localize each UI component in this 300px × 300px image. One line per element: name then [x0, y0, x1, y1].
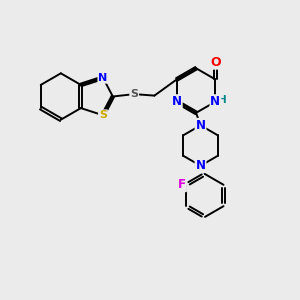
Text: O: O [210, 56, 221, 69]
Text: N: N [196, 159, 206, 172]
Text: N: N [196, 119, 206, 132]
Text: N: N [210, 95, 220, 108]
Text: F: F [178, 178, 186, 191]
Text: H: H [218, 95, 226, 105]
Text: N: N [172, 95, 182, 108]
Text: S: S [130, 89, 138, 99]
Text: N: N [98, 73, 108, 83]
Text: S: S [99, 110, 107, 120]
